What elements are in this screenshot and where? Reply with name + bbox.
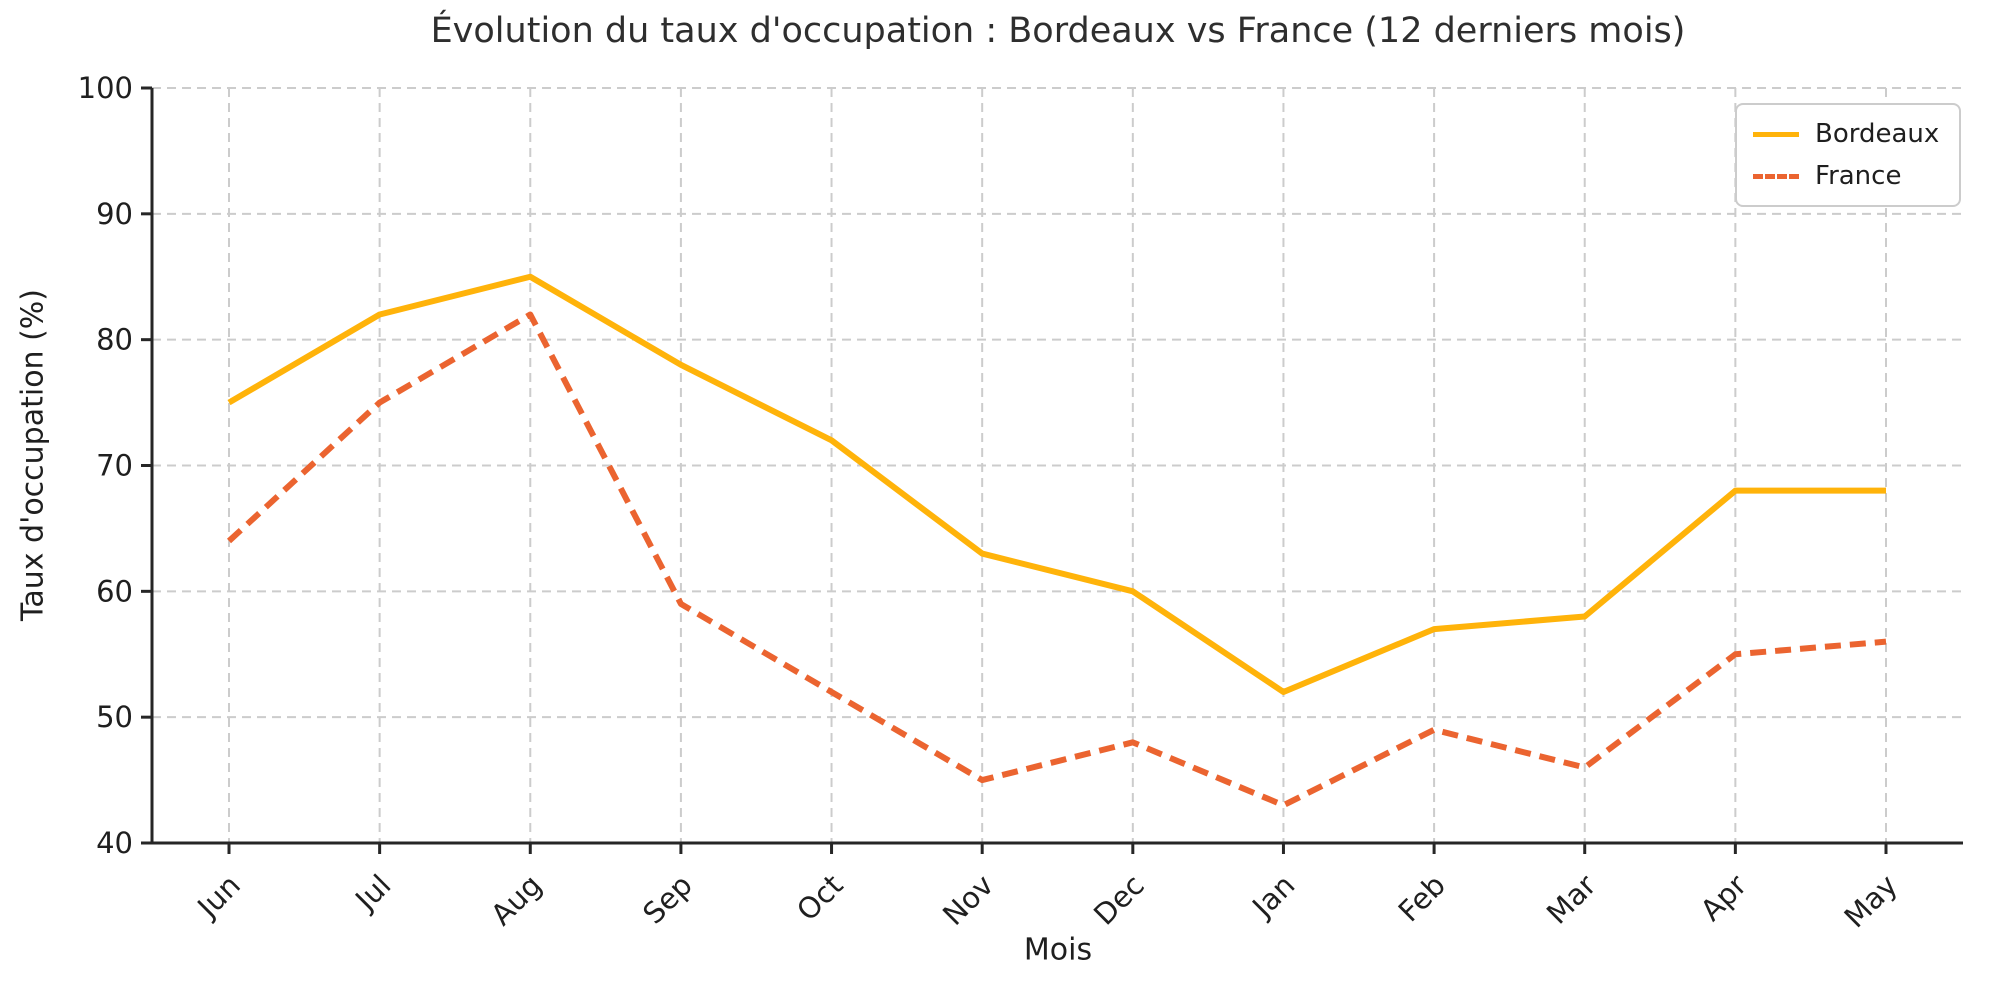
legend-line-sample-bordeaux — [1753, 131, 1799, 137]
series-line-france — [226, 311, 1887, 809]
x-tick-label: Mar — [1540, 868, 1603, 931]
x-tick-label: May — [1838, 868, 1904, 934]
gridlines — [152, 87, 1963, 843]
legend-label-bordeaux: Bordeaux — [1815, 119, 1940, 149]
x-tick-label: Sep — [636, 868, 699, 931]
y-axis-label: Taux d'occupation (%) — [15, 288, 51, 622]
legend: Bordeaux France — [1735, 103, 1962, 207]
series — [226, 273, 1887, 809]
y-tick-label: 80 — [96, 323, 133, 357]
x-tick-label: Nov — [936, 868, 1000, 932]
y-tick-label: 40 — [96, 826, 133, 860]
x-tick-label: Aug — [484, 868, 548, 932]
x-tick-label: Feb — [1392, 868, 1452, 928]
tick-labels: 40 50 60 70 80 90 100 Jun Jul Aug Sep Oct Nov Dec Jan F… — [78, 71, 1904, 934]
x-tick-label: Apr — [1694, 868, 1754, 928]
legend-item-bordeaux: Bordeaux — [1753, 121, 1939, 147]
y-tick-label: 60 — [96, 574, 133, 608]
y-tick-label: 50 — [96, 700, 133, 734]
x-tick-label: Jan — [1244, 868, 1301, 925]
x-tick-label: Jun — [189, 868, 246, 925]
series-line-bordeaux — [227, 273, 1886, 695]
y-tick-label: 100 — [78, 71, 133, 105]
x-tick-label: Oct — [790, 868, 850, 928]
tick-marks — [141, 86, 1888, 854]
legend-item-france: France — [1753, 163, 1939, 189]
x-tick-label: Dec — [1087, 868, 1151, 932]
legend-line-sample-france — [1753, 173, 1799, 179]
x-axis-label: Mois — [1023, 932, 1093, 968]
y-tick-label: 70 — [96, 449, 133, 483]
chart-title: Évolution du taux d'occupation : Bordeau… — [430, 11, 1686, 51]
y-tick-label: 90 — [96, 197, 133, 231]
legend-label-france: France — [1815, 161, 1902, 191]
x-tick-label: Jul — [347, 868, 397, 918]
